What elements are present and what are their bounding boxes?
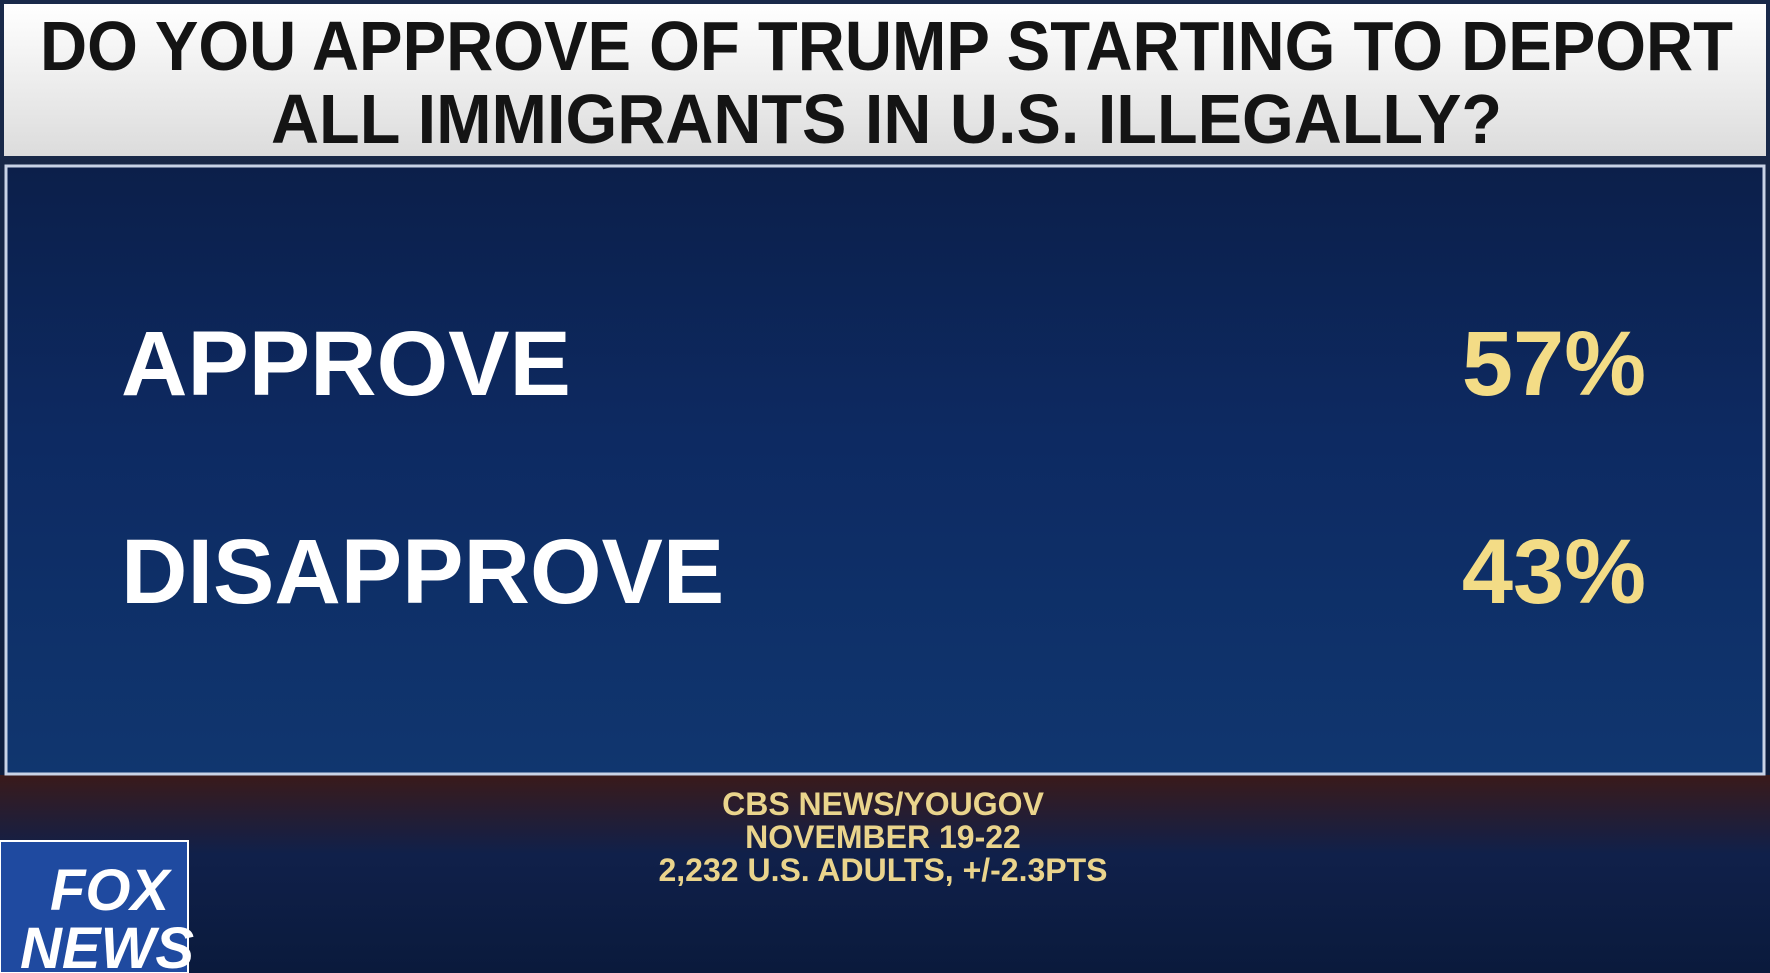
source-line: 2,232 U.S. ADULTS, +/-2.3PTS: [658, 852, 1107, 888]
logo-text: FOX: [50, 858, 173, 923]
logo-text: NEWS: [20, 916, 194, 973]
studio-floor: [0, 775, 1770, 973]
row-label: DISAPPROVE: [121, 521, 724, 623]
source-line: CBS NEWS/YOUGOV: [722, 786, 1044, 822]
results-panel: [4, 164, 1766, 776]
row-value: 43%: [1462, 521, 1646, 623]
row-value: 57%: [1462, 313, 1646, 415]
logo-box: [0, 840, 189, 973]
row-label: APPROVE: [121, 313, 571, 415]
title-line: DO YOU APPROVE OF TRUMP STARTING TO DEPO…: [40, 7, 1733, 85]
source-line: NOVEMBER 19-22: [745, 819, 1021, 855]
title-band: [4, 4, 1766, 156]
title-line: ALL IMMIGRANTS IN U.S. ILLEGALLY?: [271, 80, 1502, 158]
